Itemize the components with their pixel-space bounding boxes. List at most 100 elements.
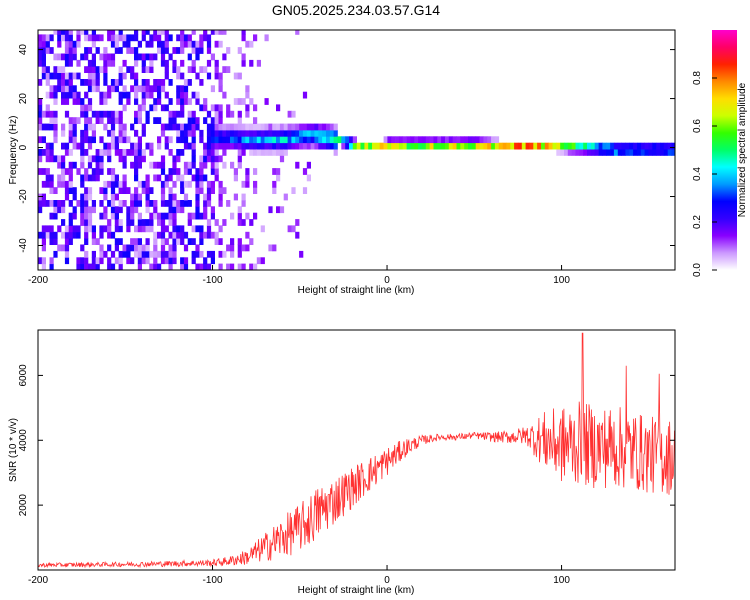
heatmap-cell-1317 — [502, 142, 507, 150]
heatmap-cell-694 — [164, 200, 169, 207]
heatmap-cell-190 — [72, 225, 77, 233]
heatmap-cell-395 — [107, 30, 112, 35]
heatmap-cell-461 — [118, 66, 123, 73]
heatmap-cell-1248 — [352, 136, 357, 144]
heatmap-cell-52 — [45, 104, 50, 112]
heatmap-cell-279 — [87, 187, 93, 194]
heatmap-cell-292 — [87, 66, 93, 73]
heatmap-cell-717 — [168, 200, 173, 207]
heatmap-cell-785 — [180, 123, 185, 131]
heatmap-cell-602 — [145, 91, 150, 99]
heatmap-cell-842 — [191, 149, 196, 156]
heatmap-cell-729 — [168, 53, 173, 61]
heatmap-cell-272 — [84, 30, 89, 35]
heatmap-cell-703 — [164, 66, 169, 73]
heatmap-cell-357 — [103, 225, 108, 233]
heatmap-cell-266 — [84, 91, 89, 99]
heatmap-cell-1342 — [575, 142, 580, 150]
heatmap-cell-423 — [114, 225, 119, 233]
heatmap-cell-153 — [64, 91, 70, 99]
heatmap-cell-550 — [137, 219, 142, 226]
heatmap-cell-94 — [53, 98, 58, 105]
heatmap-cell-684 — [160, 59, 166, 67]
heatmap-cell-1385 — [660, 149, 665, 156]
heatmap-cell-1353 — [598, 149, 603, 156]
heatmap-cell-1227 — [326, 142, 331, 150]
heatmap-cell-503 — [130, 219, 135, 226]
heatmap-cell-174 — [68, 149, 73, 156]
heatmap-cell-1189 — [295, 136, 300, 144]
heatmap-cell-311 — [91, 85, 96, 93]
heatmap-cell-722 — [168, 149, 173, 156]
snr-y-axis-label: SNR (10 * v/v) — [8, 418, 19, 482]
heatmap-cell-756 — [176, 200, 181, 207]
heatmap-cell-33 — [41, 110, 46, 118]
heatmap-cell-762 — [176, 129, 181, 137]
heatmap-cell-858 — [195, 225, 200, 233]
heatmap-cell-1061 — [241, 200, 246, 207]
heatmap-cell-419 — [110, 30, 116, 35]
heatmap-cell-523 — [134, 193, 139, 201]
heatmap-cell-1035 — [233, 129, 238, 137]
heatmap-cell-256 — [84, 187, 89, 194]
heatmap-cell-284 — [87, 136, 93, 144]
heatmap-cell-682 — [160, 85, 166, 93]
heatmap-cell-831 — [187, 53, 192, 61]
heatmap-cell-819 — [187, 200, 192, 207]
heatmap-cell-494 — [126, 98, 131, 105]
heatmap-cell-103 — [57, 206, 62, 214]
heatmap-cell-259 — [84, 149, 89, 156]
heatmap-cell-237 — [80, 136, 85, 144]
heatmap-cell-99 — [53, 53, 58, 61]
heatmap-cell-92 — [53, 117, 58, 124]
heatmap-cell-568 — [141, 244, 146, 252]
heatmap-cell-1265 — [398, 136, 404, 144]
heatmap-cell-438 — [114, 40, 119, 48]
heatmap-cell-943 — [210, 155, 215, 163]
heatmap-cell-1274 — [418, 142, 423, 150]
heatmap-cell-873 — [195, 47, 200, 54]
heatmap-cell-760 — [176, 149, 181, 156]
heatmap-cell-695 — [164, 180, 169, 188]
heatmap-cell-274 — [87, 225, 93, 233]
heatmap-cell-442 — [118, 250, 123, 258]
heatmap-cell-376 — [107, 257, 112, 265]
heatmap-cell-156 — [64, 72, 70, 80]
heatmap-cell-49 — [45, 142, 50, 150]
heatmap-cell-70 — [49, 155, 54, 163]
heatmap-cell-1199 — [302, 168, 308, 175]
heatmap-cell-894 — [199, 34, 204, 42]
heatmap-cell-497 — [126, 47, 131, 54]
heatmap-cell-1047 — [237, 155, 242, 163]
heatmap-cell-365 — [103, 123, 108, 131]
heatmap-cell-193 — [72, 193, 77, 201]
colorbar-strip — [712, 30, 737, 270]
heatmap-cell-1211 — [310, 142, 315, 150]
heatmap-cell-1036 — [233, 123, 238, 131]
heatmap-cell-269 — [84, 53, 89, 61]
heatmap-cell-506 — [130, 200, 135, 207]
spectrogram-x-axis-label: Height of straight line (km) — [298, 285, 415, 296]
heatmap-cell-50 — [45, 123, 50, 131]
heatmap-cell-230 — [80, 193, 85, 201]
heatmap-cell-439 — [114, 34, 119, 42]
heatmap-cell-1235 — [333, 149, 338, 156]
heatmap-cell-889 — [199, 104, 204, 112]
heatmap-cell-724 — [168, 123, 173, 131]
heatmap-cell-191 — [72, 212, 77, 220]
heatmap-cell-772 — [180, 263, 185, 270]
heatmap-cell-1226 — [322, 123, 327, 131]
heatmap-cell-875 — [199, 263, 204, 270]
heatmap-cell-1217 — [314, 129, 319, 137]
heatmap-cell-582 — [141, 66, 146, 73]
heatmap-cell-708 — [164, 30, 169, 35]
heatmap-cell-1198 — [302, 187, 308, 194]
heatmap-cell-68 — [49, 180, 54, 188]
heatmap-cell-78 — [49, 72, 54, 80]
heatmap-cell-496 — [126, 66, 131, 73]
heatmap-cell-998 — [222, 161, 227, 169]
heatmap-cell-563 — [137, 85, 142, 93]
heatmap-cell-1270 — [410, 142, 415, 150]
heatmap-cell-739 — [172, 206, 177, 214]
heatmap-cell-346 — [99, 155, 104, 163]
